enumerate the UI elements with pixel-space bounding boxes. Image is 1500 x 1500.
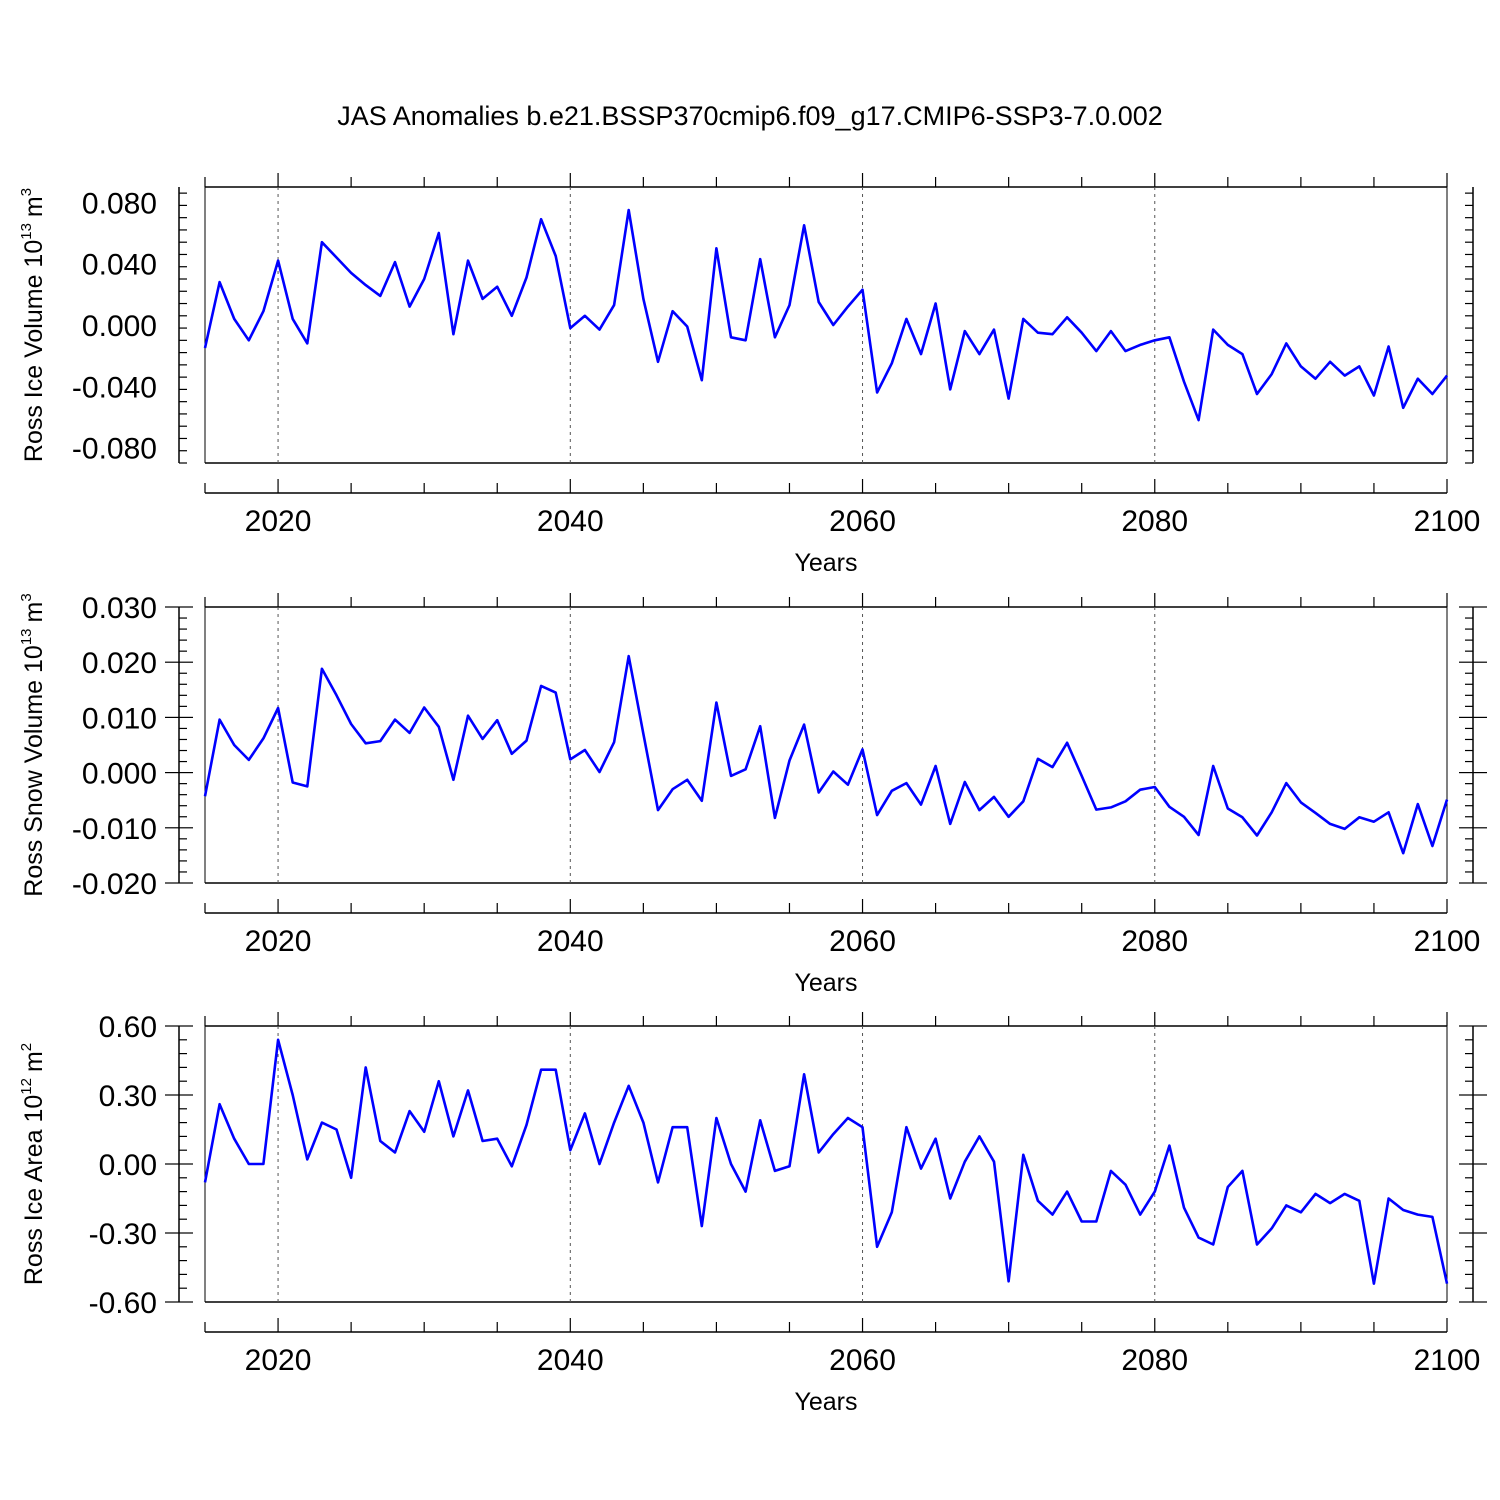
x-axis-label: Years	[794, 549, 857, 577]
panels: 2020 2040 2060 2080 2100 -0.080 -0.040 0.000 0.0…	[18, 173, 1487, 1416]
y-tick-label: -0.080	[72, 433, 157, 466]
series-line	[203, 208, 1449, 422]
y-tick-label: 0.000	[82, 310, 157, 343]
y-tick-label: -0.040	[72, 371, 157, 404]
y-tick-label: -0.30	[89, 1218, 157, 1251]
x-tick-label: 2020	[245, 505, 312, 538]
y-axis-label-unit-exp: 2	[18, 1043, 35, 1051]
x-tick-label: 2100	[1414, 925, 1481, 958]
y-axis-label: Ross Ice Volume 1013 m3	[18, 188, 48, 462]
x-axis-label: Years	[794, 1388, 857, 1416]
y-axis-label: Ross Ice Area 1012 m2	[18, 1043, 48, 1285]
x-axis-label: Years	[794, 969, 857, 997]
y-tick-label: 0.040	[82, 249, 157, 282]
series-line	[203, 1038, 1449, 1285]
y-axis-label-unit: m	[20, 602, 48, 623]
x-tick-label: 2100	[1414, 505, 1481, 538]
x-tick-label: 2060	[829, 1344, 896, 1377]
figure-title: JAS Anomalies b.e21.BSSP370cmip6.f09_g17…	[337, 101, 1163, 131]
x-tick-label: 2060	[829, 505, 896, 538]
y-axis-label-base: 10	[20, 645, 48, 673]
y-tick-label: 0.030	[82, 592, 157, 625]
series-line	[203, 654, 1449, 855]
y-axis-label-exp: 12	[18, 1078, 35, 1095]
y-tick-label: -0.60	[89, 1287, 157, 1320]
x-tick-label: 2020	[245, 925, 312, 958]
y-tick-label: -0.020	[72, 868, 157, 901]
y-tick-label: 0.080	[82, 187, 157, 220]
y-axis-label-name: Ross Ice Area	[20, 1123, 48, 1286]
y-tick-label: 0.020	[82, 647, 157, 680]
x-tick-label: 2080	[1121, 925, 1188, 958]
y-tick-label: 0.30	[99, 1080, 157, 1113]
y-axis-label-exp: 13	[18, 628, 35, 645]
y-axis-label-exp: 13	[18, 223, 35, 240]
chart-panel-2: 2020 2040 2060 2080 2100 -0.020 -0.010 0.000 0.0…	[18, 592, 1487, 997]
y-axis-label-name: Ross Ice Volume	[20, 268, 48, 463]
x-tick-label: 2080	[1121, 505, 1188, 538]
y-axis-label: Ross Snow Volume 1013 m3	[18, 593, 48, 896]
x-tick-label: 2040	[537, 505, 604, 538]
x-tick-label: 2100	[1414, 1344, 1481, 1377]
x-tick-label: 2040	[537, 1344, 604, 1377]
x-tick-label: 2080	[1121, 1344, 1188, 1377]
y-axis-label-unit-exp: 3	[18, 593, 35, 601]
chart-panel-1: 2020 2040 2060 2080 2100 -0.080 -0.040 0.000 0.0…	[18, 173, 1480, 577]
y-axis-label-name: Ross Snow Volume	[20, 673, 48, 897]
y-tick-label: 0.00	[99, 1149, 157, 1182]
y-tick-label: 0.000	[82, 758, 157, 791]
y-axis-label-unit-exp: 3	[18, 188, 35, 196]
y-tick-label: -0.010	[72, 813, 157, 846]
x-tick-label: 2020	[245, 1344, 312, 1377]
y-axis-label-base: 10	[20, 240, 48, 268]
chart-panel-3: 2020 2040 2060 2080 2100 -0.60 -0.30 0.00 0.30 0.…	[18, 1011, 1487, 1416]
y-axis-label-unit: m	[20, 1051, 48, 1072]
x-tick-label: 2060	[829, 925, 896, 958]
y-tick-label: 0.010	[82, 702, 157, 735]
x-tick-label: 2040	[537, 925, 604, 958]
y-axis-label-unit: m	[20, 196, 48, 217]
y-tick-label: 0.60	[99, 1011, 157, 1044]
y-axis-label-base: 10	[20, 1095, 48, 1123]
